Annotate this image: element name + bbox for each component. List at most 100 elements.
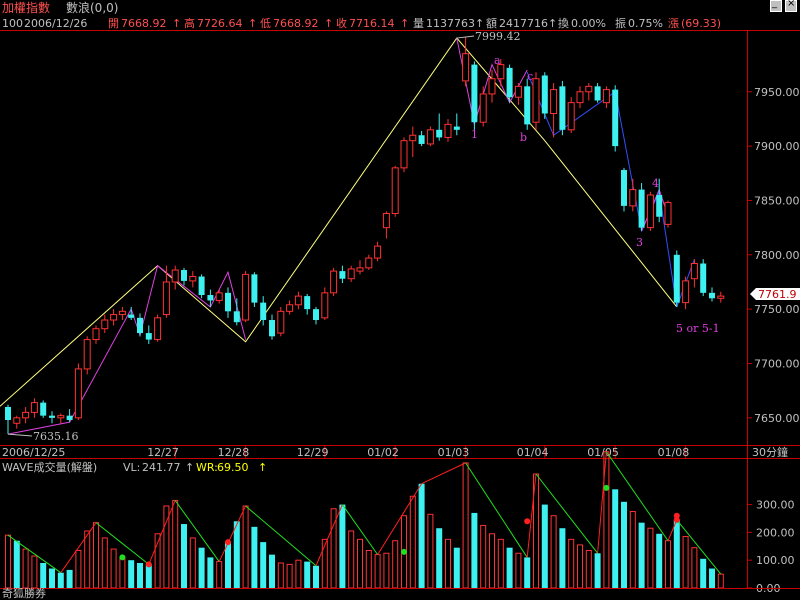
volume-bar <box>225 542 231 588</box>
candle <box>506 67 513 98</box>
volume-wave-segment <box>148 500 176 565</box>
candle <box>673 254 680 303</box>
candle <box>462 53 470 82</box>
candle <box>374 245 382 259</box>
candle <box>621 170 627 206</box>
wave-label-3: 3 <box>636 236 643 249</box>
amount-label: 額 <box>486 17 497 30</box>
candle <box>321 292 329 319</box>
trough-label-leader <box>7 433 33 437</box>
volume-bar <box>40 562 47 588</box>
date-label: 12/29 <box>297 446 329 459</box>
vl-label: VL: <box>123 461 140 474</box>
price-tick-label: 7700.00 <box>754 357 800 370</box>
candle <box>313 309 319 321</box>
date-label: 01/05 <box>587 446 619 459</box>
wr-label: WR: <box>196 461 218 474</box>
volume-panel: WAVE成交量(解盤) VL: 241.77 ↑ WR: 69.50 ↑ 0.0… <box>0 451 800 600</box>
volume-marker-dot <box>673 516 680 523</box>
turnover-value: 0.00% <box>571 17 606 30</box>
volume-wave-segment <box>535 473 598 554</box>
candle <box>269 320 275 337</box>
candle <box>225 292 231 312</box>
date-label: 01/04 <box>517 446 549 459</box>
wave-label-c: c <box>527 70 533 83</box>
vl-arrow: ↑ <box>185 461 194 474</box>
volume-bar <box>700 558 707 588</box>
candle <box>567 102 575 131</box>
price-tick-label: 7900.00 <box>754 140 800 153</box>
date-label: 01/08 <box>658 446 690 459</box>
candle <box>286 304 294 312</box>
candle <box>418 135 425 144</box>
volume-wave-lines <box>7 451 722 575</box>
volume-bar <box>418 483 425 588</box>
volume-wave-segment <box>218 505 247 562</box>
candle <box>189 276 197 282</box>
volume-bar <box>471 512 478 588</box>
candle <box>260 302 267 321</box>
amount-value: 2417716 <box>499 17 548 30</box>
open-value: 7668.92 <box>121 17 167 30</box>
candle <box>426 129 434 145</box>
candle <box>559 86 566 130</box>
price-y-ticks: 7650.00 7700.00 7750.00 7800.00 7850.00 7900.… <box>747 86 800 425</box>
date-label: 12/27 <box>147 446 179 459</box>
volume-bar <box>128 560 135 588</box>
volume-marker-dot <box>524 518 531 525</box>
candle <box>207 295 214 301</box>
candle <box>409 134 417 142</box>
candle <box>550 89 558 115</box>
volume-bar <box>621 501 627 588</box>
close-button[interactable]: × <box>785 0 797 12</box>
date-label: 01/03 <box>438 446 470 459</box>
volume-tick-label: 200.00 <box>756 526 795 539</box>
low-value: 7668.92 <box>273 17 319 30</box>
volume-bar <box>137 562 143 588</box>
index-title[interactable]: 加權指數 <box>2 0 50 15</box>
candle <box>304 296 311 310</box>
candle <box>339 271 346 279</box>
volume-bar <box>339 504 346 588</box>
minimize-button[interactable]: _ <box>770 0 782 12</box>
volume-bar <box>673 519 680 588</box>
candle <box>690 262 698 280</box>
candle <box>356 267 364 272</box>
candle <box>66 415 73 421</box>
volume-bar <box>638 522 645 588</box>
price-tick-label: 7950.00 <box>754 86 800 99</box>
candle <box>479 93 487 123</box>
period-value: 100 <box>2 17 23 30</box>
volume-marker-dot <box>401 548 407 555</box>
volume-bar <box>453 547 460 588</box>
peak-label-leader <box>456 35 475 39</box>
low-label: 低 <box>260 17 271 30</box>
wr-arrow: ↑ <box>258 461 267 474</box>
candle <box>5 406 11 421</box>
volume-wave-segment <box>174 500 220 562</box>
volume-bar <box>506 547 513 588</box>
volume-bar <box>13 540 20 588</box>
volume-bar <box>49 568 55 588</box>
volume-bar <box>260 542 267 588</box>
low-arrow: ↑ <box>324 17 333 30</box>
candle <box>453 126 460 130</box>
trough-price-label: 7635.16 <box>33 430 79 443</box>
volume-wave-segment <box>526 473 537 558</box>
candle <box>128 314 135 318</box>
volume-bar <box>541 504 548 588</box>
indicator-name[interactable]: 數浪(0,0) <box>66 0 118 15</box>
amplitude-value: 0.75% <box>628 17 663 30</box>
date-label: 2006/12/25 <box>2 446 65 459</box>
candle <box>347 268 355 280</box>
interval-label[interactable]: 30分鐘 <box>752 445 788 459</box>
candle <box>22 411 30 419</box>
price-tick-label: 7750.00 <box>754 303 800 316</box>
candle <box>656 195 663 217</box>
current-price-value: 7761.9 <box>758 288 797 301</box>
footer-brand: 奇狐勝券 <box>2 586 46 600</box>
wave-label-b: b <box>520 131 527 144</box>
volume-label: 量 <box>413 17 424 30</box>
volume-panel-title[interactable]: WAVE成交量(解盤) <box>2 460 97 474</box>
